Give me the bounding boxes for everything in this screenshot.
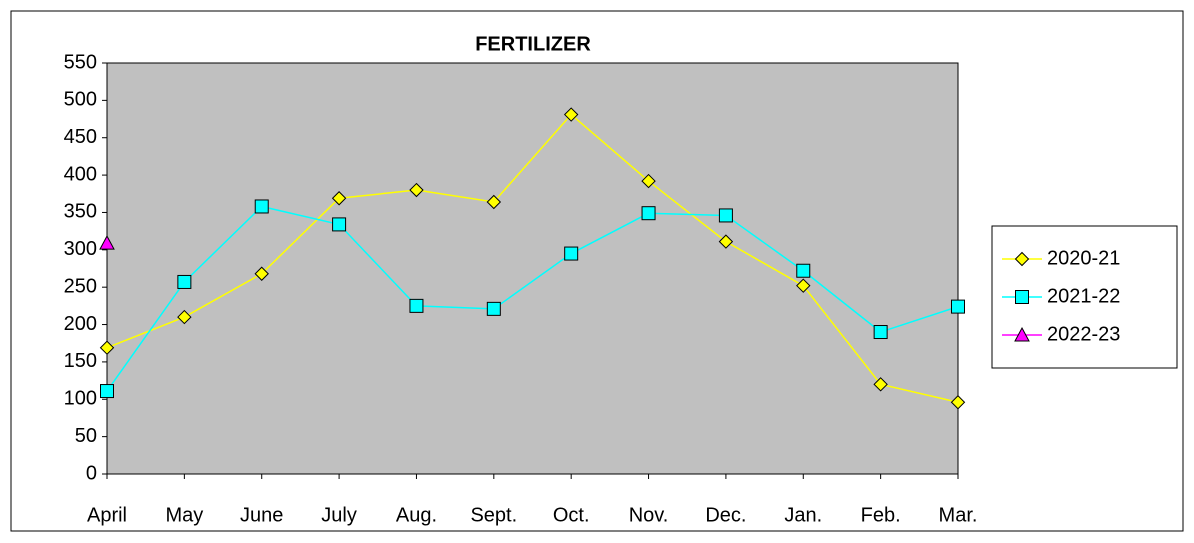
marker: [564, 246, 579, 261]
marker: [563, 107, 579, 122]
x-tick-label: Mar.: [939, 504, 978, 526]
y-tick-label: 550: [64, 51, 97, 73]
x-tick-label: May: [165, 504, 203, 526]
legend-label: 2021-22: [1047, 285, 1120, 307]
x-tick-label: July: [321, 504, 357, 526]
marker: [99, 235, 115, 250]
y-tick-label: 400: [64, 163, 97, 185]
marker: [1014, 251, 1030, 267]
x-tick-label: June: [240, 504, 283, 526]
marker: [331, 191, 347, 206]
y-tick-label: 450: [64, 126, 97, 148]
marker: [1014, 326, 1030, 342]
x-tick-label: Oct.: [553, 504, 590, 526]
marker: [409, 182, 424, 198]
y-tick-label: 250: [64, 275, 97, 297]
marker: [486, 301, 501, 316]
series-line: [106, 113, 959, 403]
marker: [1015, 290, 1029, 304]
y-tick-label: 150: [64, 350, 97, 372]
y-tick-label: 300: [64, 238, 97, 260]
marker: [796, 278, 811, 293]
chart-title: FERTILIZER: [475, 33, 591, 55]
x-tick-label: Aug.: [396, 504, 437, 526]
marker: [177, 274, 192, 289]
marker: [486, 194, 502, 210]
y-tick-label: 0: [86, 462, 97, 484]
marker: [100, 384, 114, 399]
marker: [718, 208, 733, 223]
plot-area: [106, 62, 959, 475]
y-tick-label: 500: [64, 89, 97, 111]
x-tick-label: Dec.: [705, 504, 746, 526]
y-tick-label: 350: [64, 201, 97, 223]
marker: [254, 266, 269, 281]
marker: [332, 217, 347, 232]
legend-label: 2022-23: [1047, 323, 1120, 345]
marker: [873, 377, 888, 392]
marker: [409, 298, 424, 313]
marker: [99, 340, 115, 355]
marker: [254, 199, 269, 214]
marker: [641, 206, 656, 221]
x-tick-label: Sept.: [470, 504, 517, 526]
marker: [796, 263, 811, 278]
marker: [950, 395, 966, 410]
legend-label: 2020-21: [1047, 247, 1120, 269]
y-tick-label: 50: [75, 425, 97, 447]
marker: [641, 173, 656, 189]
x-tick-label: April: [87, 504, 127, 526]
x-tick-label: Feb.: [861, 504, 901, 526]
marker: [718, 234, 734, 249]
marker: [951, 299, 965, 314]
series-line: [106, 205, 959, 392]
y-tick-label: 100: [64, 388, 97, 410]
y-tick-label: 200: [64, 313, 97, 335]
x-tick-label: Jan.: [784, 504, 822, 526]
marker: [873, 325, 888, 340]
x-tick-label: Nov.: [629, 504, 669, 526]
marker: [177, 309, 192, 325]
